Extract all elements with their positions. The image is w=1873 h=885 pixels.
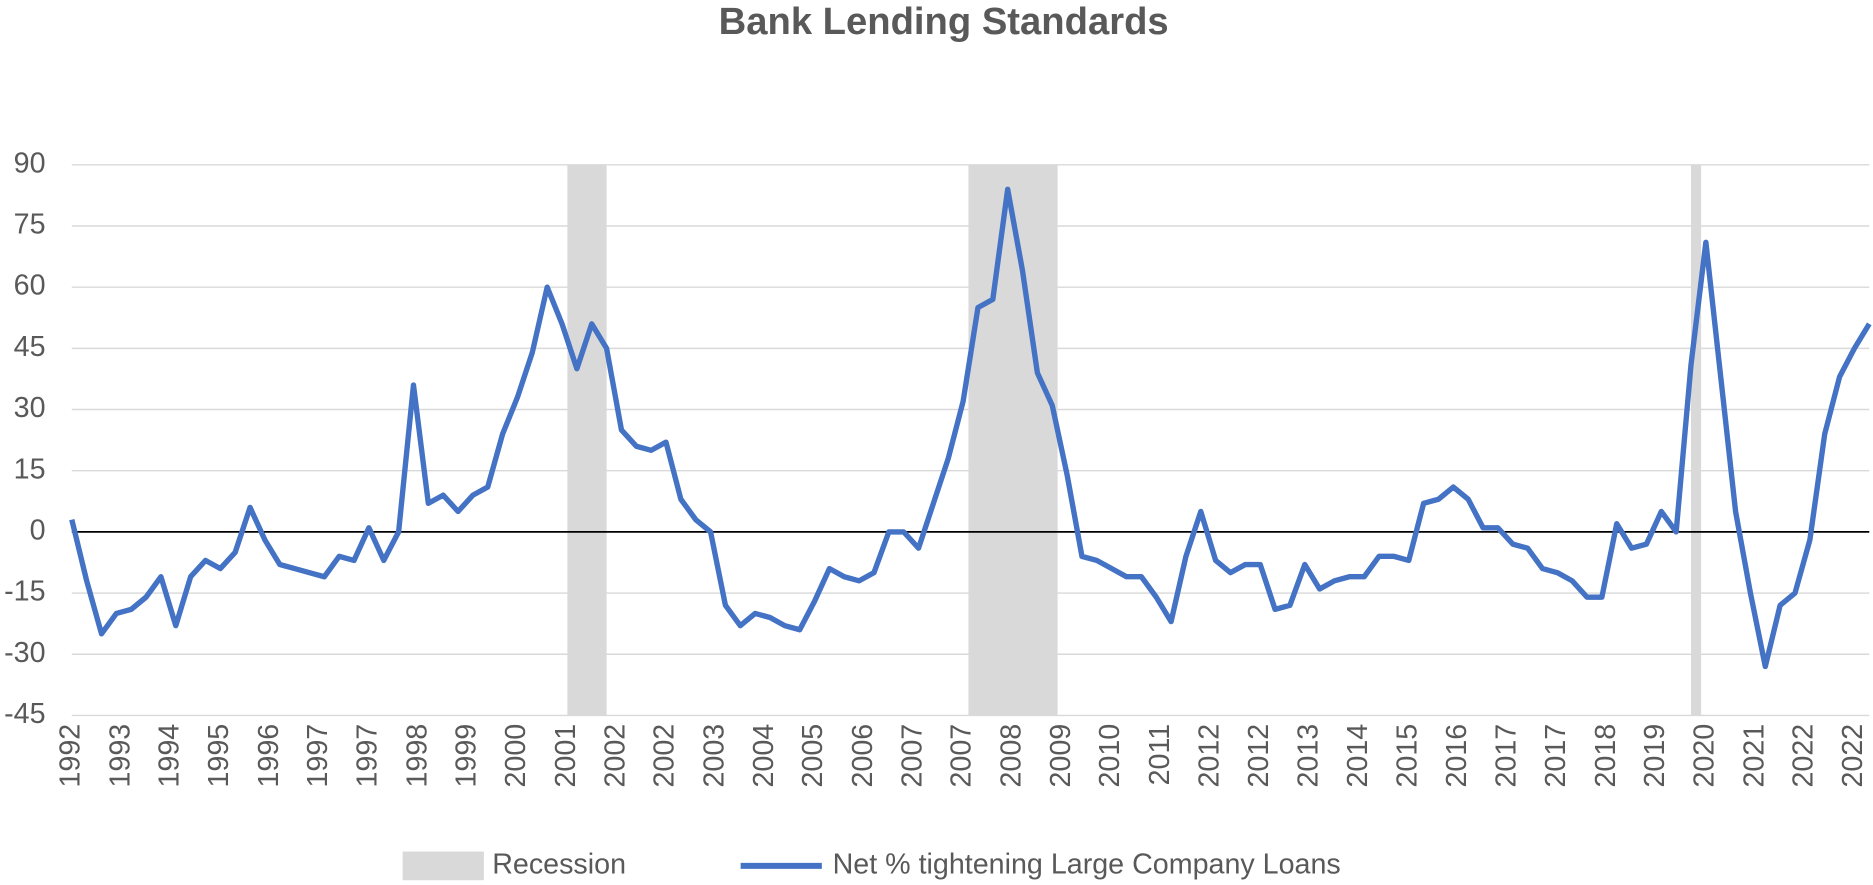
x-tick-label: 2015 — [1391, 724, 1423, 788]
x-tick-label: 2013 — [1293, 724, 1325, 788]
y-tick-label: -15 — [4, 576, 45, 608]
x-tick-label: 2005 — [797, 724, 829, 788]
x-tick-label: 2002 — [599, 724, 631, 788]
legend-label: Recession — [492, 848, 626, 880]
recession-band — [968, 164, 1058, 716]
x-tick-label: 2008 — [996, 724, 1028, 788]
x-tick-label: 2017 — [1491, 724, 1523, 788]
y-tick-label: 60 — [14, 270, 46, 302]
legend-label: Net % tightening Large Company Loans — [833, 848, 1341, 880]
x-tick-label: 1993 — [104, 724, 136, 788]
y-tick-label: 30 — [14, 392, 46, 424]
x-tick-label: 2018 — [1590, 724, 1622, 788]
y-tick-label: -45 — [4, 698, 45, 730]
x-tick-label: 2022 — [1837, 724, 1869, 788]
x-tick-label: 1994 — [154, 724, 186, 788]
x-tick-label: 2007 — [946, 724, 978, 788]
x-tick-label: 1998 — [401, 724, 433, 788]
x-tick-label: 2012 — [1193, 724, 1225, 788]
line-series — [69, 186, 1872, 670]
y-tick-label: 45 — [14, 331, 46, 363]
x-tick-label: 2010 — [1094, 724, 1126, 788]
y-tick-label: -30 — [4, 637, 45, 669]
x-tick-label: 2001 — [550, 724, 582, 788]
x-tick-label: 2019 — [1639, 724, 1671, 788]
x-tick-label: 2011 — [1144, 724, 1176, 786]
y-tick-label: 90 — [14, 147, 46, 179]
x-tick-label: 2004 — [748, 724, 780, 788]
x-tick-label: 2016 — [1441, 724, 1473, 788]
chart-title: Bank Lending Standards — [719, 0, 1169, 43]
x-tick-label: 2002 — [649, 724, 681, 788]
x-tick-label: 1997 — [351, 724, 383, 788]
recession-band — [1691, 164, 1702, 716]
x-tick-label: 2017 — [1540, 724, 1572, 788]
x-tick-label: 1992 — [54, 724, 86, 788]
y-tick-label: 0 — [30, 514, 46, 546]
x-tick-label: 1996 — [253, 724, 285, 788]
x-tick-label: 1995 — [203, 724, 235, 788]
y-tick-label: 15 — [14, 453, 46, 485]
x-tick-label: 2012 — [1243, 724, 1275, 788]
x-tick-label: 2003 — [698, 724, 730, 788]
x-tick-label: 2020 — [1688, 724, 1720, 788]
x-tick-label: 1999 — [451, 724, 483, 788]
x-tick-label: 2007 — [896, 724, 928, 788]
legend-swatch — [402, 851, 484, 881]
x-tick-label: 2000 — [500, 724, 532, 788]
recession-band — [567, 164, 607, 716]
x-tick-label: 2022 — [1788, 724, 1820, 788]
x-tick-label: 2006 — [847, 724, 879, 788]
x-tick-label: 2014 — [1342, 724, 1374, 788]
x-tick-label: 2021 — [1738, 724, 1770, 788]
x-tick-label: 1997 — [302, 724, 334, 788]
y-tick-label: 75 — [14, 209, 46, 241]
x-tick-label: 2009 — [1045, 724, 1077, 788]
